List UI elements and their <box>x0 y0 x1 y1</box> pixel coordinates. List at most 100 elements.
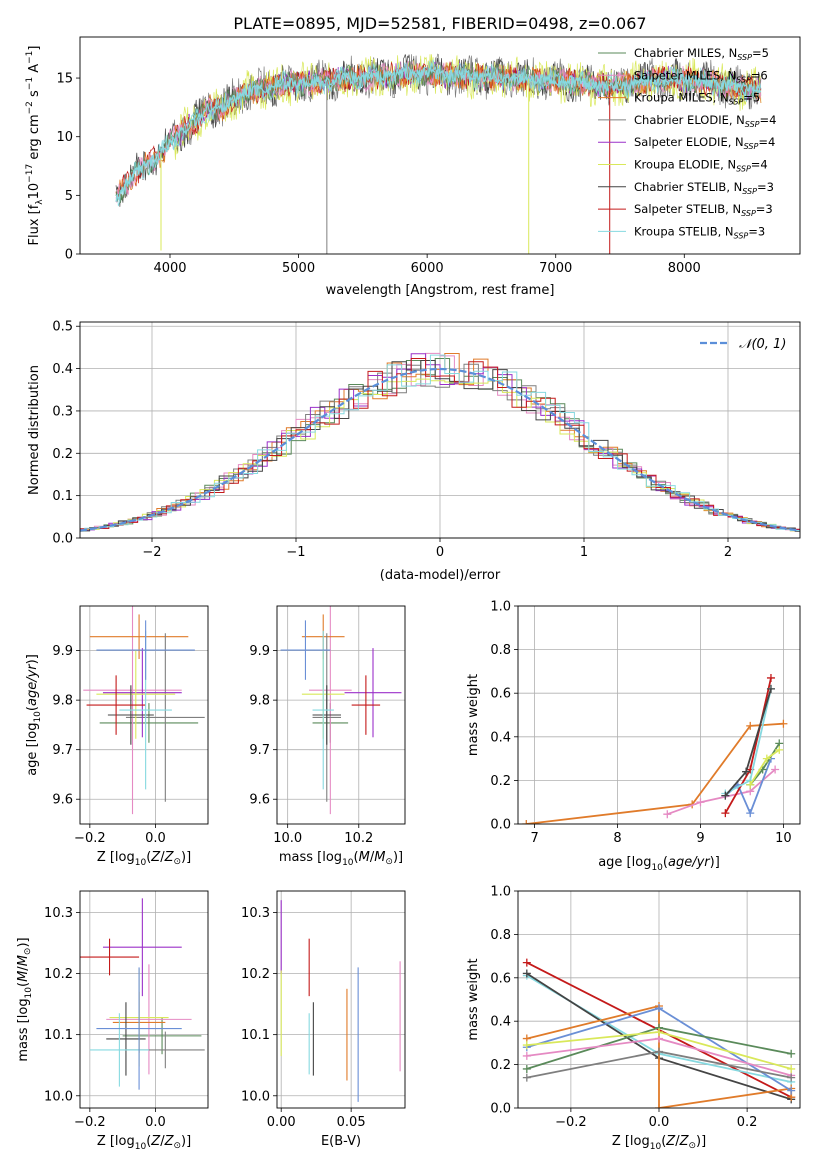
label-part: / <box>160 850 165 865</box>
x-axis-label: mass [log10(M/M⊙)] <box>279 850 403 868</box>
legend-count: =3 <box>756 202 773 216</box>
tick-label-x: 0.0 <box>649 1115 670 1130</box>
tick-label-x: 0.05 <box>337 1115 366 1130</box>
label-part: A <box>27 64 42 77</box>
point-marker <box>766 684 775 693</box>
point-marker <box>696 798 705 807</box>
tick-label-y: 0.6 <box>490 971 511 986</box>
tick-label-y: 10 <box>56 130 73 145</box>
x-axis-label: wavelength [Angstrom, rest frame] <box>326 283 555 298</box>
label-part: mass [log <box>279 850 342 865</box>
tick-label-x: 2 <box>724 545 732 560</box>
label-part: ⊙ <box>173 857 181 867</box>
legend-label: Kroupa ELODIE, NSSP=4 <box>634 158 768 174</box>
legend-subscript: SSP <box>744 142 759 151</box>
label-part: )] <box>181 1134 191 1149</box>
tick-label-y: 9.6 <box>249 793 270 808</box>
label-part: ( <box>663 855 668 870</box>
tick-label-x: 0.0 <box>145 1115 166 1130</box>
label-part: Z [log <box>97 1134 135 1149</box>
legend-text: Kroupa MILES, N <box>634 91 729 105</box>
tick-label-x: 0.00 <box>267 1115 296 1130</box>
label-part: / <box>675 1134 680 1149</box>
point-marker <box>522 969 531 978</box>
tick-label-x: 0.2 <box>737 1115 758 1130</box>
tick-label-y: 10.0 <box>241 1089 270 1104</box>
label-part: λ <box>35 199 45 205</box>
legend-label: 𝒩(0, 1) <box>739 337 786 352</box>
tick-label-y: 10.2 <box>241 967 270 982</box>
legend-subscript: SSP <box>745 120 760 129</box>
axes-frame <box>276 605 406 825</box>
label-part: 10 <box>24 987 34 999</box>
legend-label: Salpeter STELIB, NSSP=3 <box>634 202 773 218</box>
point-marker <box>771 765 780 774</box>
legend-text: Chabrier MILES, N <box>634 46 737 60</box>
tick-label-y: 10.0 <box>44 1089 73 1104</box>
point-marker <box>746 780 755 789</box>
point-marker <box>766 673 775 682</box>
legend-count: =5 <box>752 46 769 60</box>
tick-label-y: 9.6 <box>52 793 73 808</box>
tick-label-x: −1 <box>286 545 305 560</box>
point-marker <box>742 767 751 776</box>
axes-frame <box>276 890 406 1109</box>
point-marker <box>522 1041 531 1050</box>
legend-count: =6 <box>751 68 768 82</box>
panel-spectrum: 4000 5000 6000 7000 8000 0 5 10 15 wavelength [An… <box>25 36 801 298</box>
label-part: Z <box>150 850 161 865</box>
label-part: ( <box>354 850 359 865</box>
label-part: 10 <box>650 1142 662 1152</box>
tick-label-x: −0.2 <box>74 831 106 846</box>
label-part: / <box>16 966 31 971</box>
point-marker <box>522 1064 531 1073</box>
axes-frame <box>79 605 209 825</box>
label-part: M <box>16 955 31 966</box>
label-part: ⊙ <box>173 1141 181 1151</box>
tick-label-y: 10.1 <box>44 1028 73 1043</box>
label-part: 10 <box>135 1142 147 1152</box>
panel-mass-vs-ebv: 0.00 0.05 10.0 10.1 10.2 10.3 E(B-V) <box>241 890 406 1149</box>
weight-line <box>526 722 784 824</box>
point-marker <box>655 1028 663 1037</box>
tick-label-x: 4000 <box>153 261 186 276</box>
tick-label-y: 0.4 <box>52 362 73 377</box>
legend-subscript: SSP <box>741 209 756 218</box>
tick-label-x: 8 <box>613 831 621 846</box>
label-part: age [log <box>25 723 40 776</box>
tick-label-x: −2 <box>142 545 161 560</box>
point-marker <box>746 809 755 818</box>
point-marker <box>787 1073 796 1082</box>
y-axis-label: age [log10(age/yr)] <box>25 654 43 776</box>
legend-count: =3 <box>748 224 765 238</box>
point-marker <box>762 754 771 763</box>
tick-label-y: 5 <box>65 189 73 204</box>
legend-label: Chabrier STELIB, NSSP=3 <box>634 180 774 196</box>
tick-label-y: 10.3 <box>44 906 73 921</box>
label-part: erg cm <box>27 114 42 163</box>
axes-frame <box>79 36 801 255</box>
legend-text: Salpeter ELODIE, N <box>634 135 744 149</box>
axes-frame <box>517 605 801 825</box>
tick-label-y: 0.2 <box>490 774 511 789</box>
legend-subscript: SSP <box>742 187 757 196</box>
y-axis-label: mass [log10(M/M⊙)] <box>16 937 34 1061</box>
legend-label: Salpeter ELODIE, NSSP=4 <box>634 135 775 151</box>
tick-label-x: 8000 <box>668 261 701 276</box>
legend-text: Chabrier ELODIE, N <box>634 113 745 127</box>
label-part: ( <box>16 982 31 987</box>
tick-label-y: 0.4 <box>490 730 511 745</box>
tick-label-y: 0.0 <box>490 1102 511 1117</box>
label-part: Flux [f <box>27 204 42 245</box>
x-axis-label: E(B-V) <box>321 1134 361 1149</box>
plot-area <box>80 898 205 1090</box>
tick-label-y: 10.2 <box>44 967 73 982</box>
plot-area <box>522 958 796 1108</box>
tick-label-y: 10.1 <box>241 1028 270 1043</box>
label-part: ( <box>146 1134 151 1149</box>
tick-label-y: 1.0 <box>490 885 511 900</box>
label-part: Z <box>679 1134 690 1149</box>
spectrum-line <box>115 60 762 203</box>
